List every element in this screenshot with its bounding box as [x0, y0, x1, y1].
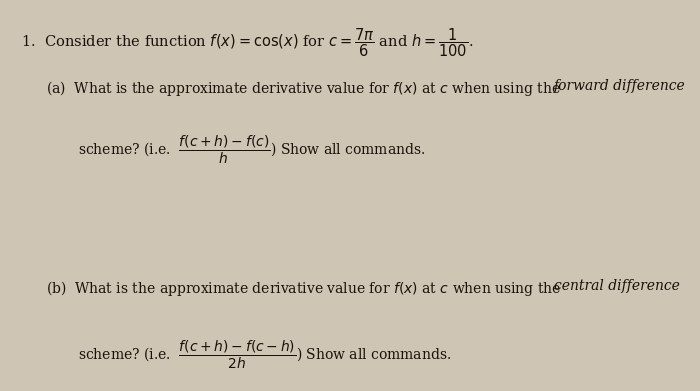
- Text: (b)  What is the approximate derivative value for $f(x)$ at $c$ when using the: (b) What is the approximate derivative v…: [46, 279, 562, 298]
- Text: central difference: central difference: [554, 279, 680, 293]
- Text: scheme? (i.e.  $\dfrac{f(c+h)-f(c)}{h}$) Show all commands.: scheme? (i.e. $\dfrac{f(c+h)-f(c)}{h}$) …: [78, 133, 426, 166]
- Text: 1.  Consider the function $f(x) = \cos(x)$ for $c = \dfrac{7\pi}{6}$ and $h = \d: 1. Consider the function $f(x) = \cos(x)…: [20, 27, 472, 59]
- Text: scheme? (i.e.  $\dfrac{f(c+h)-f(c-h)}{2h}$) Show all commands.: scheme? (i.e. $\dfrac{f(c+h)-f(c-h)}{2h}…: [78, 339, 452, 371]
- Text: forward difference: forward difference: [554, 79, 685, 93]
- Text: (a)  What is the approximate derivative value for $f(x)$ at $c$ when using the: (a) What is the approximate derivative v…: [46, 79, 561, 98]
